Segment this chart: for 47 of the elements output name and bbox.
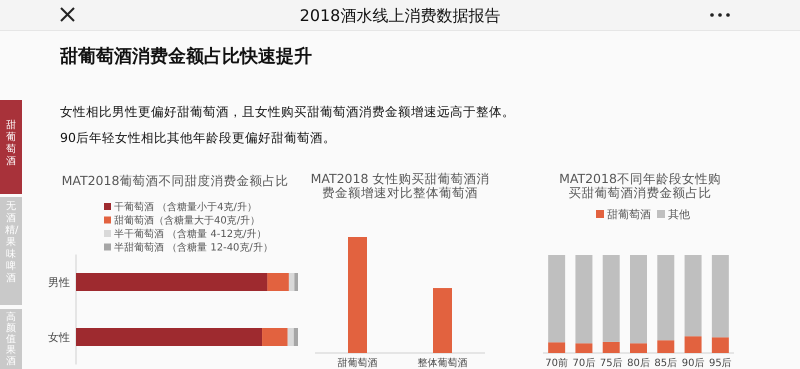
bar	[575, 343, 592, 353]
bar	[76, 328, 262, 346]
bar	[657, 340, 674, 353]
bar	[267, 273, 289, 291]
bar	[294, 273, 298, 291]
chart-title: MAT2018 女性购买甜葡萄酒消费金额增速对比整体葡萄酒	[310, 171, 490, 200]
bar	[630, 255, 647, 344]
chart-title: MAT2018葡萄酒不同甜度消费金额占比	[62, 173, 288, 188]
bar	[712, 337, 729, 353]
x-tick-label: 70后	[572, 357, 596, 369]
bar	[294, 328, 298, 346]
bar	[548, 255, 566, 342]
text: 甜葡萄酒消费金额占比快速提升	[60, 45, 312, 68]
x-tick-label: 85后	[654, 357, 678, 369]
bar	[288, 273, 294, 291]
x-tick-label: 70前	[545, 357, 568, 369]
x-tick-label: 甜葡萄酒	[338, 357, 378, 369]
text: 90后年轻女性相比其他年龄段更偏好甜葡萄酒。	[60, 130, 336, 147]
bar	[602, 255, 620, 342]
legend-label: 其他	[668, 208, 690, 221]
legend-label: 干葡萄酒 （含糖量小于4克/升）	[114, 201, 257, 213]
legend-label: 半甜葡萄酒 （含糖量 12-40克/升）	[114, 242, 273, 254]
bar	[630, 343, 647, 353]
bar	[262, 328, 288, 346]
bar	[712, 255, 729, 338]
bar	[288, 328, 294, 346]
x-tick-label: 90后	[682, 357, 704, 369]
chart-title: MAT2018不同年龄段女性购买甜葡萄酒消费金额占比	[558, 171, 722, 200]
x-tick-label: 整体葡萄酒	[418, 357, 468, 369]
bar	[575, 255, 592, 344]
bar	[76, 273, 268, 291]
legend-label: 甜葡萄酒	[607, 208, 651, 221]
x-tick-label: 80后	[627, 357, 650, 369]
bar	[684, 255, 702, 336]
text: 甜葡萄酒	[5, 120, 17, 168]
text: 2018酒水线上消费数据报告	[298, 6, 502, 27]
legend-label: 甜葡萄酒（含糖量大于40克/升）	[114, 214, 260, 226]
x-tick-label: 75后	[600, 357, 623, 369]
y-tick-label: 女性	[48, 331, 70, 344]
bar	[602, 342, 620, 353]
bar	[548, 342, 566, 353]
bar	[684, 336, 702, 353]
y-tick-label: 男性	[48, 276, 70, 289]
legend-label: 半干葡萄酒 （含糖量 4-12克/升）	[114, 228, 266, 240]
x-tick-label: 95后	[708, 357, 732, 369]
bar	[657, 255, 674, 340]
text: 女性相比男性更偏好甜葡萄酒，且女性购买甜葡萄酒消费金额增速远高于整体。	[60, 104, 515, 121]
